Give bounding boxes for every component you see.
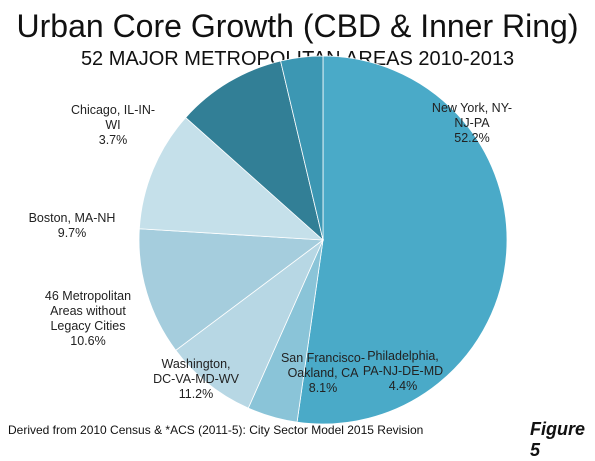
pie-slice-4 <box>138 117 325 241</box>
source-note: Derived from 2010 Census & *ACS (2011-5)… <box>8 423 424 437</box>
slice-label-line: New York, NY- <box>432 101 512 115</box>
slice-label-line: 8.1% <box>309 381 338 395</box>
pie-slice-3 <box>138 228 325 351</box>
pie-slices <box>138 55 508 425</box>
slice-label-line: Chicago, IL-IN- <box>71 103 155 117</box>
pie-slice-2 <box>175 238 324 409</box>
slice-label-4: 46 Metropolitan Areas without Legacy Citie… <box>45 289 131 348</box>
slice-label-line: Washington, <box>161 357 230 371</box>
figure-label: Figure 5 <box>530 419 586 460</box>
slice-label-line: Philadelphia, <box>367 349 439 363</box>
slice-label-line: 4.4% <box>389 379 418 393</box>
pie-labels: New York, NY-NJ-PA 52.2% Philadelphia, PA-N… <box>29 101 512 401</box>
slice-label-line: NJ-PA <box>454 116 490 130</box>
slice-label-line: 52.2% <box>454 131 489 145</box>
slice-label-line: 3.7% <box>99 133 128 147</box>
slice-label-2: San Francisco-Oakland, CA 8.1% <box>281 351 365 395</box>
pie-chart: New York, NY-NJ-PA 52.2% Philadelphia, PA-N… <box>29 55 512 425</box>
slice-label-line: Areas without <box>50 304 126 318</box>
pie-slice-6 <box>280 55 324 241</box>
chart-title: Urban Core Growth (CBD & Inner Ring) <box>16 8 579 44</box>
slice-label-6: Chicago, IL-IN-WI 3.7% <box>71 103 155 147</box>
slice-label-line: Legacy Cities <box>50 319 125 333</box>
pie-slice-5 <box>185 60 324 242</box>
slice-label-1: Philadelphia, PA-NJ-DE-MD 4.4% <box>363 349 443 393</box>
slice-label-line: 10.6% <box>70 334 105 348</box>
slice-label-3: Washington, DC-VA-MD-WV 11.2% <box>153 357 240 401</box>
slice-label-line: DC-VA-MD-WV <box>153 372 240 386</box>
slice-label-line: 46 Metropolitan <box>45 289 131 303</box>
slice-label-line: San Francisco- <box>281 351 365 365</box>
slice-label-line: WI <box>105 118 120 132</box>
slice-label-line: 9.7% <box>58 226 87 240</box>
slice-label-line: PA-NJ-DE-MD <box>363 364 443 378</box>
slice-label-line: Boston, MA-NH <box>29 211 116 225</box>
slice-label-5: Boston, MA-NH 9.7% <box>29 211 116 240</box>
slice-label-line: Oakland, CA <box>288 366 360 380</box>
slice-label-0: New York, NY-NJ-PA 52.2% <box>432 101 512 145</box>
pie-slice-0 <box>296 55 508 425</box>
slice-label-line: 11.2% <box>179 387 214 401</box>
